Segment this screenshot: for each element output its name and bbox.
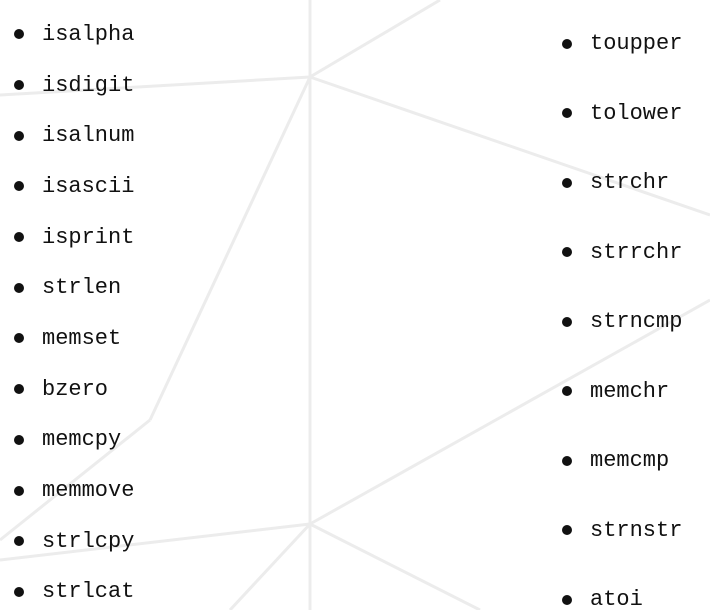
function-name: isascii [42,173,135,199]
list-item: memmove [14,465,134,516]
list-item: memset [14,313,134,364]
function-name: isprint [42,224,135,250]
list-item: memcpy [14,415,134,466]
list-item: memcmp [562,426,682,496]
bullet-icon [14,485,24,496]
list-item: strlcpy [14,516,134,567]
list-item: atoi [562,565,682,610]
left-function-list: isalpha isdigit isalnum isascii isprint … [14,9,134,610]
list-item: isalnum [14,110,134,161]
function-name: tolower [590,100,683,126]
function-name: memmove [42,478,135,504]
right-function-list: toupper tolower strchr strrchr strncmp m… [562,9,682,610]
function-name: atoi [590,587,643,610]
function-name: isalnum [42,123,135,149]
function-name: strrchr [590,239,683,265]
bullet-icon [14,586,24,597]
bullet-icon [562,386,572,397]
list-item: strchr [562,148,682,218]
list-item: strlcat [14,567,134,610]
bullet-icon [14,434,24,445]
function-name: toupper [590,31,683,57]
function-name: strlcat [42,579,135,605]
bullet-icon [562,177,572,188]
list-item: strncmp [562,287,682,357]
function-name: strncmp [590,309,683,335]
function-name: bzero [42,376,109,402]
list-item: memchr [562,357,682,427]
bullet-icon [14,181,24,192]
list-item: strrchr [562,218,682,288]
bullet-icon [562,108,572,119]
function-name: strlcpy [42,528,135,554]
function-name: isalpha [42,21,135,47]
bullet-icon [562,247,572,258]
bullet-icon [14,333,24,344]
bullet-icon [562,316,572,327]
function-name: memset [42,325,122,351]
list-item: bzero [14,364,134,415]
function-name: strnstr [590,517,683,543]
bullet-icon [14,232,24,243]
list-item: tolower [562,79,682,149]
bullet-icon [562,455,572,466]
list-item: isascii [14,161,134,212]
list-item: isdigit [14,60,134,111]
list-item: isprint [14,212,134,263]
function-name: memchr [590,378,670,404]
bullet-icon [14,384,24,395]
bullet-icon [562,594,572,605]
bullet-icon [562,525,572,536]
function-name: memcpy [42,427,122,453]
bullet-icon [14,29,24,40]
function-name: strchr [590,170,670,196]
bullet-icon [14,130,24,141]
bullet-icon [562,38,572,49]
bullet-icon [14,80,24,91]
list-item: isalpha [14,9,134,60]
bullet-icon [14,536,24,547]
function-name: memcmp [590,448,670,474]
list-item: strlen [14,262,134,313]
function-name: isdigit [42,72,135,98]
list-item: toupper [562,9,682,79]
function-name: strlen [42,275,122,301]
bullet-icon [14,282,24,293]
list-item: strnstr [562,496,682,566]
